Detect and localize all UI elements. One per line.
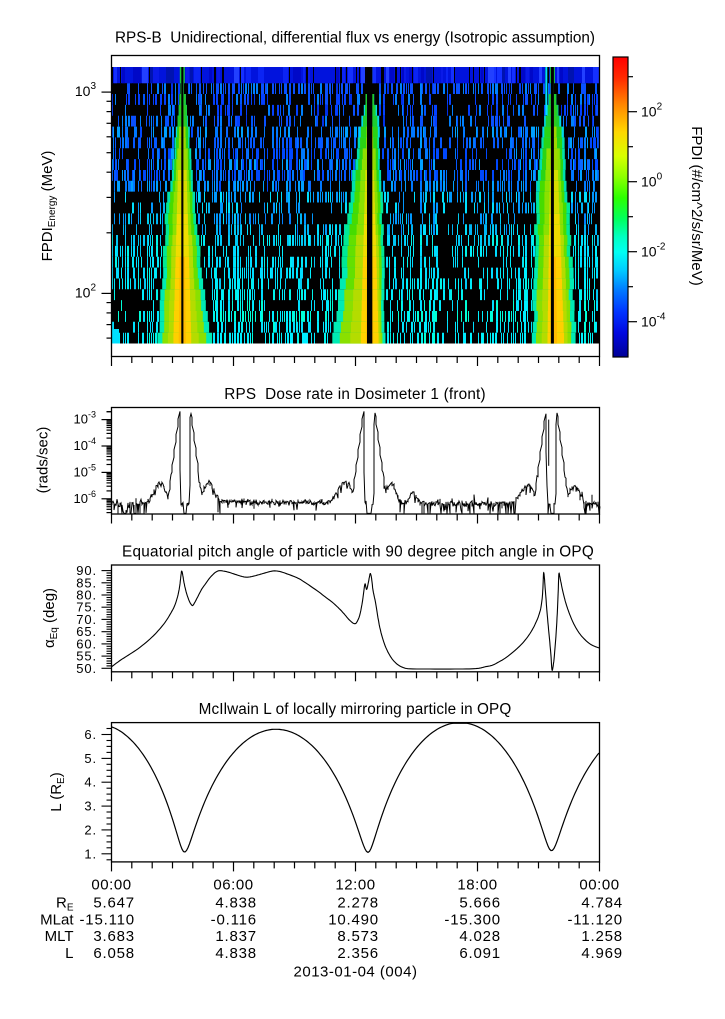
svg-text:4.838: 4.838 — [215, 895, 257, 912]
svg-text:6.091: 6.091 — [459, 945, 501, 962]
svg-text:70.: 70. — [76, 612, 97, 627]
svg-text:2.: 2. — [84, 822, 97, 837]
svg-text:(rads/sec): (rads/sec) — [35, 427, 52, 494]
svg-text:6.: 6. — [84, 727, 97, 742]
svg-text:Equatorial pitch angle of part: Equatorial pitch angle of particle with … — [122, 544, 594, 561]
svg-text:85.: 85. — [76, 575, 97, 590]
svg-text:3.683: 3.683 — [93, 928, 135, 945]
svg-text:4.838: 4.838 — [215, 945, 257, 962]
svg-text:2.278: 2.278 — [337, 895, 379, 912]
svg-text:McIlwain L of locally mirrorin: McIlwain L of locally mirroring particle… — [199, 701, 512, 718]
svg-text:RPS Dose rate in Dosimeter 1: RPS Dose rate in Dosimeter 1 (front) — [224, 386, 486, 403]
svg-text:00:00: 00:00 — [91, 877, 131, 894]
svg-text:L (RE): L (RE) — [48, 772, 67, 811]
svg-text:MLT: MLT — [45, 928, 74, 945]
svg-text:FPDI (#/cm^2/s/sr/MeV): FPDI (#/cm^2/s/sr/MeV) — [688, 126, 705, 286]
svg-text:80.: 80. — [76, 588, 97, 603]
svg-text:-15.300: -15.300 — [444, 911, 500, 928]
svg-text:60.: 60. — [76, 636, 97, 651]
svg-text:3.: 3. — [84, 799, 97, 814]
svg-text:55.: 55. — [76, 649, 97, 664]
svg-text:10.490: 10.490 — [328, 911, 379, 928]
svg-text:00:00: 00:00 — [579, 877, 619, 894]
svg-text:5.666: 5.666 — [459, 895, 501, 912]
svg-text:-15.110: -15.110 — [80, 911, 135, 928]
svg-text:-0.116: -0.116 — [211, 911, 257, 928]
svg-text:90.: 90. — [76, 563, 97, 578]
svg-text:4.784: 4.784 — [581, 895, 623, 912]
svg-text:FPDIEnergy (MeV): FPDIEnergy (MeV) — [39, 151, 58, 262]
svg-text:5.647: 5.647 — [93, 895, 135, 912]
svg-text:65.: 65. — [76, 624, 97, 639]
svg-text:75.: 75. — [76, 600, 97, 615]
svg-text:18:00: 18:00 — [457, 877, 497, 894]
svg-text:5.: 5. — [84, 751, 97, 766]
svg-text:1.837: 1.837 — [215, 928, 257, 945]
svg-text:2013-01-04 (004): 2013-01-04 (004) — [294, 964, 418, 981]
svg-text:1.: 1. — [84, 846, 97, 861]
svg-text:4.969: 4.969 — [581, 945, 623, 962]
svg-text:4.028: 4.028 — [459, 928, 501, 945]
svg-text:-11.120: -11.120 — [568, 911, 623, 928]
svg-text:2.356: 2.356 — [337, 945, 379, 962]
svg-text:RPS-B Unidirectional, differe: RPS-B Unidirectional, differential flux … — [115, 30, 595, 47]
svg-text:L: L — [65, 945, 73, 962]
svg-text:8.573: 8.573 — [337, 928, 379, 945]
svg-text:4.: 4. — [84, 775, 97, 790]
svg-text:06:00: 06:00 — [213, 877, 253, 894]
svg-text:MLat: MLat — [40, 911, 74, 928]
svg-text:6.058: 6.058 — [93, 945, 135, 962]
svg-text:50.: 50. — [76, 661, 97, 676]
svg-text:1.258: 1.258 — [581, 928, 623, 945]
svg-text:12:00: 12:00 — [335, 877, 375, 894]
